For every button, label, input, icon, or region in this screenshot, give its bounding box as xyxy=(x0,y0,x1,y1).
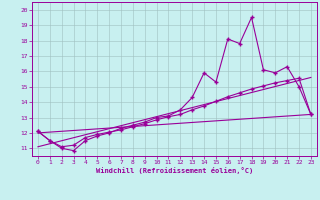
X-axis label: Windchill (Refroidissement éolien,°C): Windchill (Refroidissement éolien,°C) xyxy=(96,167,253,174)
